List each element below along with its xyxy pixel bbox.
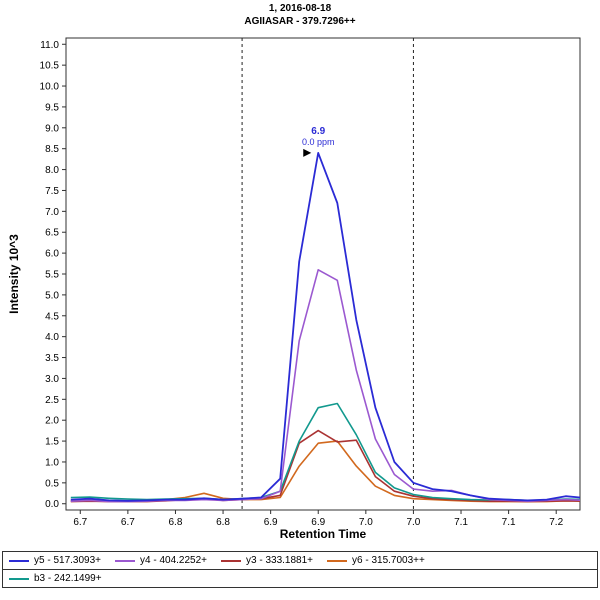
- x-tick-label: 7.2: [549, 517, 563, 528]
- legend-label-y4: y4 - 404.2252+: [140, 555, 207, 566]
- legend-label-y6: y6 - 315.7003++: [352, 555, 425, 566]
- legend-row-1: y5 - 517.3093+ y4 - 404.2252+ y3 - 333.1…: [3, 552, 597, 569]
- series-line-y6: [70, 440, 580, 503]
- x-axis-label: Retention Time: [279, 527, 367, 541]
- y-tick-label: 0.0: [45, 499, 59, 510]
- y-tick-label: 5.5: [45, 270, 59, 281]
- legend-item-y6: y6 - 315.7003++: [327, 555, 425, 566]
- y-tick-label: 6.0: [45, 249, 59, 260]
- y-tick-label: 7.0: [45, 207, 59, 218]
- y-tick-label: 3.0: [45, 374, 59, 385]
- y-tick-label: 6.5: [45, 228, 59, 239]
- x-tick-label: 6.8: [216, 517, 230, 528]
- x-tick-label: 6.9: [311, 517, 325, 528]
- x-tick-label: 7.0: [359, 517, 373, 528]
- y-tick-label: 9.5: [45, 102, 59, 113]
- legend-swatch-y6-icon: [327, 559, 347, 562]
- y-tick-label: 9.0: [45, 123, 59, 134]
- y-tick-label: 2.0: [45, 416, 59, 427]
- chart-titles: 1, 2016-08-18 AGIIASAR - 379.7296++: [0, 2, 600, 28]
- peak-ppm-label: 0.0 ppm: [302, 137, 335, 147]
- y-tick-label: 4.0: [45, 332, 59, 343]
- y-tick-label: 1.0: [45, 457, 59, 468]
- legend-item-b3: b3 - 242.1499+: [9, 573, 102, 584]
- legend: y5 - 517.3093+ y4 - 404.2252+ y3 - 333.1…: [2, 551, 598, 588]
- y-tick-label: 11.0: [40, 40, 59, 51]
- chromatogram-canvas[interactable]: 6.7 6.7 6.8 6.8 6.9 6.9 7.0 7.0 7.1 7.1 7.2 0.0 0.5 1…: [0, 30, 600, 535]
- y-tick-label: 3.5: [45, 353, 59, 364]
- peak-pointer-icon: [303, 148, 312, 157]
- x-tick-label: 7.1: [502, 517, 516, 528]
- legend-label-y3: y3 - 333.1881+: [246, 555, 313, 566]
- x-tick-label: 6.7: [73, 517, 87, 528]
- x-tick-label: 6.8: [169, 517, 183, 528]
- legend-item-y4: y4 - 404.2252+: [115, 555, 207, 566]
- y-tick-label: 1.5: [45, 437, 59, 448]
- y-tick-label: 0.5: [45, 478, 59, 489]
- series-line-y3: [70, 429, 580, 503]
- legend-item-y3: y3 - 333.1881+: [221, 555, 313, 566]
- peak-rt-label: 6.9: [311, 126, 325, 137]
- x-tick-label: 7.0: [406, 517, 420, 528]
- y-tick-label: 2.5: [45, 395, 59, 406]
- series-line-b3: [70, 402, 580, 502]
- y-tick-label: 8.5: [45, 144, 59, 155]
- y-tick-label: 5.0: [45, 290, 59, 301]
- series-line-y5: [70, 152, 580, 502]
- legend-swatch-y5-icon: [9, 559, 29, 562]
- y-tick-label: 10.5: [40, 61, 60, 72]
- legend-label-b3: b3 - 242.1499+: [34, 573, 102, 584]
- plot-area[interactable]: [65, 37, 581, 511]
- y-tick-label: 10.0: [40, 82, 60, 93]
- legend-label-y5: y5 - 517.3093+: [34, 555, 101, 566]
- legend-swatch-y3-icon: [221, 559, 241, 562]
- legend-item-y5: y5 - 517.3093+: [9, 555, 101, 566]
- x-tick-label: 7.1: [454, 517, 468, 528]
- series-line-y4: [70, 269, 580, 503]
- peptide-subtitle: AGIIASAR - 379.7296++: [244, 16, 356, 27]
- legend-row-2: b3 - 242.1499+: [3, 569, 597, 587]
- chart-title: 1, 2016-08-18: [268, 3, 332, 14]
- y-tick-label: 8.0: [45, 165, 59, 176]
- x-tick-label: 6.9: [264, 517, 278, 528]
- x-tick-label: 6.7: [121, 517, 135, 528]
- legend-swatch-y4-icon: [115, 559, 135, 562]
- y-tick-label: 4.5: [45, 311, 59, 322]
- legend-swatch-b3-icon: [9, 577, 29, 580]
- y-axis-label: Intensity 10^3: [7, 234, 21, 314]
- y-tick-label: 7.5: [45, 186, 59, 197]
